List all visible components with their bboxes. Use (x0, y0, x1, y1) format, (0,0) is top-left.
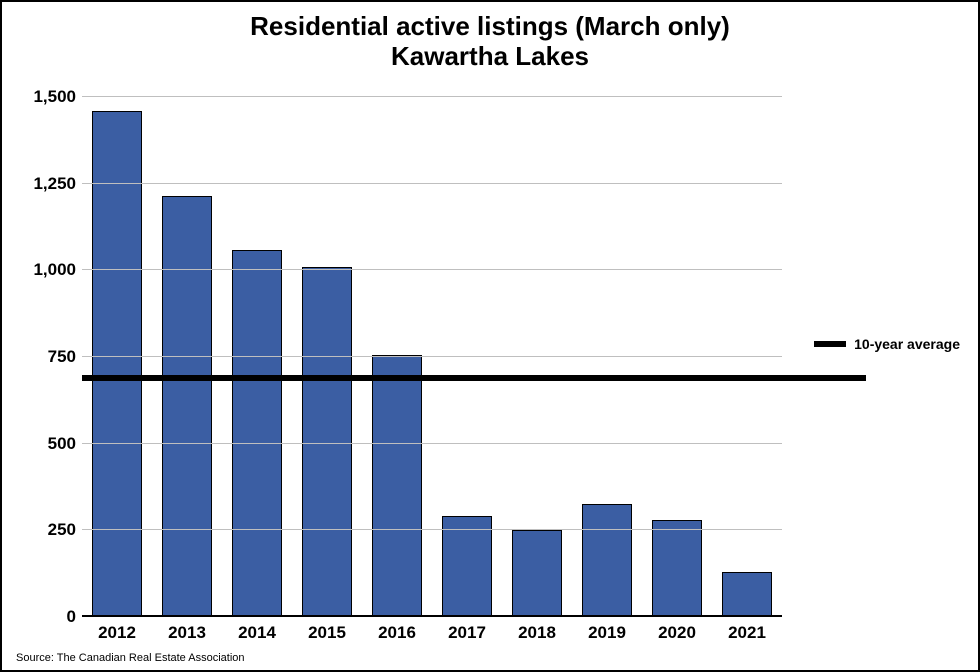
y-tick-label: 500 (48, 434, 82, 454)
bar (162, 196, 212, 617)
y-tick-label: 1,000 (33, 260, 82, 280)
bar (92, 111, 142, 617)
gridline (82, 183, 782, 184)
x-tick-label: 2019 (588, 617, 626, 643)
bar (372, 355, 422, 617)
bar-slot: 2014 (222, 97, 292, 617)
x-tick-label: 2020 (658, 617, 696, 643)
bar-slot: 2015 (292, 97, 362, 617)
bar (232, 250, 282, 617)
gridline (82, 356, 782, 357)
chart-frame: Residential active listings (March only)… (0, 0, 980, 672)
x-tick-label: 2017 (448, 617, 486, 643)
plot-inner: 2012201320142015201620172018201920202021… (82, 97, 782, 617)
x-tick-label: 2013 (168, 617, 206, 643)
y-tick-label: 750 (48, 347, 82, 367)
y-tick-label: 250 (48, 520, 82, 540)
chart-title: Residential active listings (March only)… (2, 2, 978, 72)
x-tick-label: 2012 (98, 617, 136, 643)
bar-slot: 2021 (712, 97, 782, 617)
y-tick-label: 0 (67, 607, 82, 627)
bar (722, 572, 772, 617)
average-line (82, 375, 866, 381)
x-tick-label: 2016 (378, 617, 416, 643)
bar (512, 530, 562, 617)
x-tick-label: 2015 (308, 617, 346, 643)
x-axis-baseline (82, 615, 782, 617)
y-tick-label: 1,500 (33, 87, 82, 107)
legend-line-icon (814, 341, 846, 347)
legend-label: 10-year average (854, 336, 960, 352)
bar-group: 2012201320142015201620172018201920202021 (82, 97, 782, 617)
title-line-1: Residential active listings (March only) (2, 12, 978, 42)
bar (442, 516, 492, 617)
gridline (82, 96, 782, 97)
plot-area: 2012201320142015201620172018201920202021… (82, 97, 782, 617)
bar-slot: 2012 (82, 97, 152, 617)
y-tick-label: 1,250 (33, 174, 82, 194)
bar-slot: 2013 (152, 97, 222, 617)
legend: 10-year average (814, 336, 960, 352)
bar (652, 520, 702, 617)
bar-slot: 2020 (642, 97, 712, 617)
x-tick-label: 2021 (728, 617, 766, 643)
bar (582, 504, 632, 617)
source-text: Source: The Canadian Real Estate Associa… (16, 652, 245, 664)
x-tick-label: 2018 (518, 617, 556, 643)
gridline (82, 529, 782, 530)
bar-slot: 2019 (572, 97, 642, 617)
bar-slot: 2017 (432, 97, 502, 617)
gridline (82, 269, 782, 270)
gridline (82, 443, 782, 444)
title-line-2: Kawartha Lakes (2, 42, 978, 72)
x-tick-label: 2014 (238, 617, 276, 643)
bar-slot: 2018 (502, 97, 572, 617)
bar-slot: 2016 (362, 97, 432, 617)
